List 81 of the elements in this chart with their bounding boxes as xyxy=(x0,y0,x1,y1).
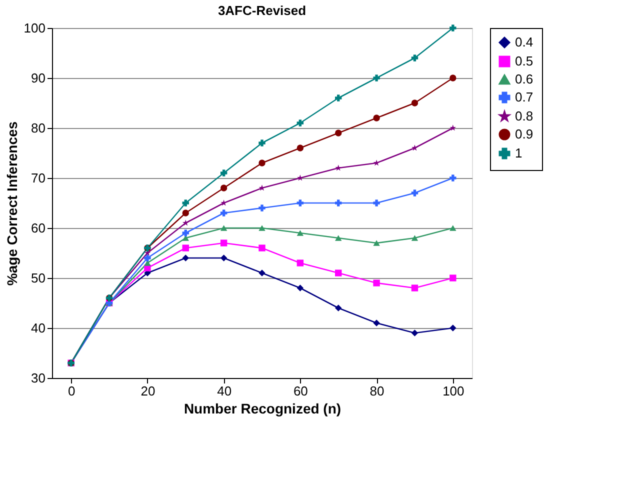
point xyxy=(412,144,418,151)
point xyxy=(220,170,228,176)
point xyxy=(335,200,342,206)
point xyxy=(373,114,380,122)
point xyxy=(182,220,189,226)
point xyxy=(182,210,189,216)
point xyxy=(296,200,304,206)
point xyxy=(296,144,304,152)
y-tick-label: 40 xyxy=(31,320,46,336)
point xyxy=(411,190,418,196)
point xyxy=(335,130,342,136)
point xyxy=(258,140,266,146)
point xyxy=(182,254,189,262)
legend-label: 0.9 xyxy=(515,126,534,142)
x-tick-label: 40 xyxy=(217,384,232,398)
legend-label: 0.7 xyxy=(515,90,534,104)
point xyxy=(220,240,228,246)
point xyxy=(373,240,380,246)
y-tick-label: 50 xyxy=(31,270,46,286)
point xyxy=(296,174,304,181)
point xyxy=(450,74,456,82)
point xyxy=(373,280,380,286)
point xyxy=(450,225,456,231)
point xyxy=(450,274,456,282)
point xyxy=(373,320,380,326)
point xyxy=(335,235,342,241)
point xyxy=(296,284,304,292)
x-tick-label: 20 xyxy=(140,384,156,398)
point xyxy=(220,200,228,206)
point xyxy=(335,94,342,102)
point xyxy=(144,260,151,266)
point xyxy=(258,270,266,276)
point xyxy=(335,304,342,312)
y-tick-label: 70 xyxy=(31,170,46,186)
point xyxy=(258,225,266,231)
point xyxy=(220,225,228,231)
legend-label: 0.6 xyxy=(515,72,534,86)
chart-title: 3AFC-Revised xyxy=(218,3,306,18)
point xyxy=(220,184,228,192)
point xyxy=(450,124,456,131)
point xyxy=(450,174,456,182)
x-tick-label: 100 xyxy=(442,384,464,398)
point xyxy=(411,54,418,62)
y-tick-label: 60 xyxy=(31,220,46,236)
point xyxy=(411,284,418,292)
point xyxy=(411,330,418,336)
point xyxy=(182,235,189,241)
point xyxy=(373,74,380,82)
point xyxy=(296,230,304,236)
point xyxy=(182,200,189,206)
point xyxy=(450,324,456,332)
point xyxy=(373,200,380,206)
point xyxy=(335,164,342,171)
point xyxy=(335,270,342,276)
point xyxy=(258,204,266,212)
x-tick-label: 60 xyxy=(293,384,308,398)
y-tick-label: 30 xyxy=(31,370,46,386)
x-tick-label: 0 xyxy=(68,384,76,398)
point xyxy=(296,260,304,266)
x-tick-label: 80 xyxy=(370,384,384,398)
y-tick-label: 90 xyxy=(31,70,46,86)
point xyxy=(258,160,266,166)
point xyxy=(411,100,418,106)
point xyxy=(411,235,418,241)
point xyxy=(258,244,266,252)
point xyxy=(450,24,456,32)
point xyxy=(220,254,228,262)
point xyxy=(296,120,304,126)
y-axis-title: %age Correct Inferences xyxy=(4,121,20,286)
point xyxy=(182,230,189,236)
legend-label: 1 xyxy=(515,146,522,160)
point xyxy=(144,254,151,262)
y-tick-label: 100 xyxy=(24,20,46,36)
point xyxy=(220,210,228,216)
legend-label: 0.8 xyxy=(515,108,534,124)
x-axis-title: Number Recognized (n) xyxy=(184,400,342,416)
point xyxy=(373,160,380,166)
legend-label: 0.5 xyxy=(515,54,534,68)
legend-label: 0.4 xyxy=(515,34,534,50)
y-tick-label: 80 xyxy=(31,120,46,136)
point xyxy=(182,244,189,252)
